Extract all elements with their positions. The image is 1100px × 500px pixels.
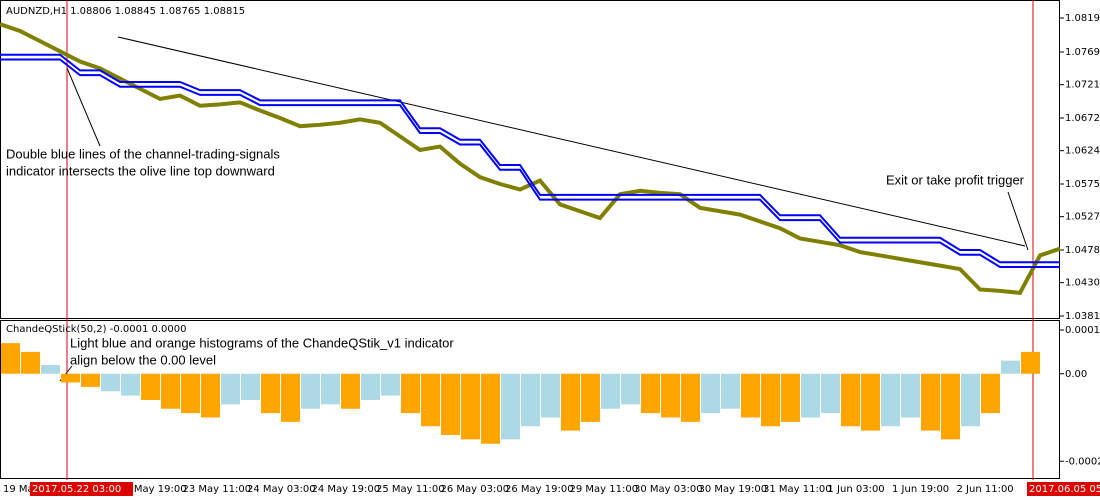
annotation: Exit or take profit trigger [886, 172, 1025, 187]
y-tick-label: 1.06240 [1065, 146, 1100, 157]
y-tick-label: 1.04780 [1065, 245, 1100, 256]
annotation: Double blue lines of the channel-trading… [6, 146, 280, 161]
histogram-bar [141, 373, 160, 400]
time-marker-bg [30, 482, 133, 496]
channel-line [0, 58, 1060, 269]
histogram-bar [241, 373, 260, 400]
histogram-bar [41, 365, 60, 374]
annotation: align below the 0.00 level [70, 352, 216, 367]
arrow [1007, 191, 1029, 251]
time-marker: 2017.05.22 03:00 [32, 484, 121, 495]
time-label: 29 May 11:00 [570, 484, 639, 495]
annotation: indicator intersects the olive line top … [6, 163, 275, 178]
y-tick-label: 0.0001 [1065, 325, 1100, 336]
histogram-bar [761, 373, 780, 427]
histogram-bar [341, 373, 360, 409]
histogram-bar [501, 373, 520, 440]
histogram-bar [1, 343, 20, 374]
time-label: 2 Jun 11:00 [957, 484, 1014, 495]
histogram-bar [161, 373, 180, 409]
annotation: Light blue and orange histograms of the … [70, 335, 454, 350]
histogram-bar [981, 373, 1000, 414]
histogram-bar [741, 373, 760, 418]
time-label: 24 May 19:00 [312, 484, 381, 495]
histogram-bar [401, 373, 420, 414]
histogram-bar [621, 373, 640, 405]
time-label: 1 Jun 03:00 [828, 484, 885, 495]
histogram-bar [521, 373, 540, 427]
y-tick-label: 1.07690 [1065, 47, 1100, 58]
histogram-bar [321, 373, 340, 405]
y-tick-label: 1.05270 [1065, 212, 1100, 223]
histogram-bar [681, 373, 700, 422]
histogram-bar [1001, 360, 1020, 374]
histogram-bar [21, 351, 40, 374]
histogram-bar [481, 373, 500, 444]
histogram-bar [61, 373, 80, 383]
histogram-bar [281, 373, 300, 422]
histogram-bar [601, 373, 620, 409]
histogram-bar [781, 373, 800, 422]
time-marker-bg [1027, 482, 1100, 496]
histogram-bar [461, 373, 480, 440]
histogram-bar [881, 373, 900, 427]
y-tick-label: 1.06720 [1065, 113, 1100, 124]
symbol-header: AUDNZD,H1 1.08806 1.08845 1.08765 1.0881… [6, 6, 245, 17]
histogram-bar [261, 373, 280, 414]
histogram-bar [861, 373, 880, 431]
y-tick-label: -0.0002 [1065, 456, 1100, 467]
histogram-bar [941, 373, 960, 440]
histogram-bar [541, 373, 560, 418]
time-label: 26 May 03:00 [441, 484, 510, 495]
time-label: 30 May 19:00 [699, 484, 768, 495]
histogram-bar [801, 373, 820, 418]
histogram-bar [841, 373, 860, 427]
histogram-bar [81, 373, 100, 387]
y-tick-label: 1.07210 [1065, 80, 1100, 91]
time-label: 19 Ma [3, 484, 34, 495]
time-label: 26 May 19:00 [505, 484, 574, 495]
time-label: 22 May 19:00 [118, 484, 187, 495]
histogram-bar [301, 373, 320, 409]
histogram-bar [381, 373, 400, 396]
time-label: 1 Jun 19:00 [892, 484, 949, 495]
indicator-panel-frame [0, 320, 1060, 479]
channel-line [0, 53, 1060, 264]
time-marker: 2017.06.05 05:00 [1029, 484, 1100, 495]
arrow [66, 67, 101, 147]
histogram-bar [961, 373, 980, 427]
histogram-bar [201, 373, 220, 418]
histogram-bar [421, 373, 440, 427]
time-label: 30 May 03:00 [634, 484, 703, 495]
histogram-bar [901, 373, 920, 418]
indicator-header: ChandeQStick(50,2) -0.0001 0.0000 [6, 324, 187, 335]
histogram-bar [1021, 351, 1040, 374]
y-tick-label: 1.04300 [1065, 278, 1100, 289]
histogram-bar [221, 373, 240, 405]
histogram-bar [181, 373, 200, 414]
histogram-bar [121, 373, 140, 396]
time-label: 31 May 11:00 [763, 484, 832, 495]
histogram-bar [361, 373, 380, 400]
histogram-bar [701, 373, 720, 414]
time-label: 25 May 11:00 [376, 484, 445, 495]
time-label: 23 May 11:00 [183, 484, 252, 495]
histogram-bar [821, 373, 840, 414]
main-panel-frame [0, 0, 1060, 319]
histogram-bar [581, 373, 600, 422]
histogram-bar [101, 373, 120, 392]
histogram-bar [721, 373, 740, 409]
histogram-bar [921, 373, 940, 431]
histogram-bar [661, 373, 680, 418]
histogram-bar [441, 373, 460, 435]
histogram-bar [641, 373, 660, 414]
trend-line [117, 36, 1026, 247]
histogram-bar [561, 373, 580, 431]
y-tick-label: 0.00 [1065, 369, 1087, 380]
time-label: 24 May 03:00 [247, 484, 316, 495]
y-tick-label: 1.05750 [1065, 179, 1100, 190]
y-tick-label: 1.08190 [1065, 13, 1100, 24]
